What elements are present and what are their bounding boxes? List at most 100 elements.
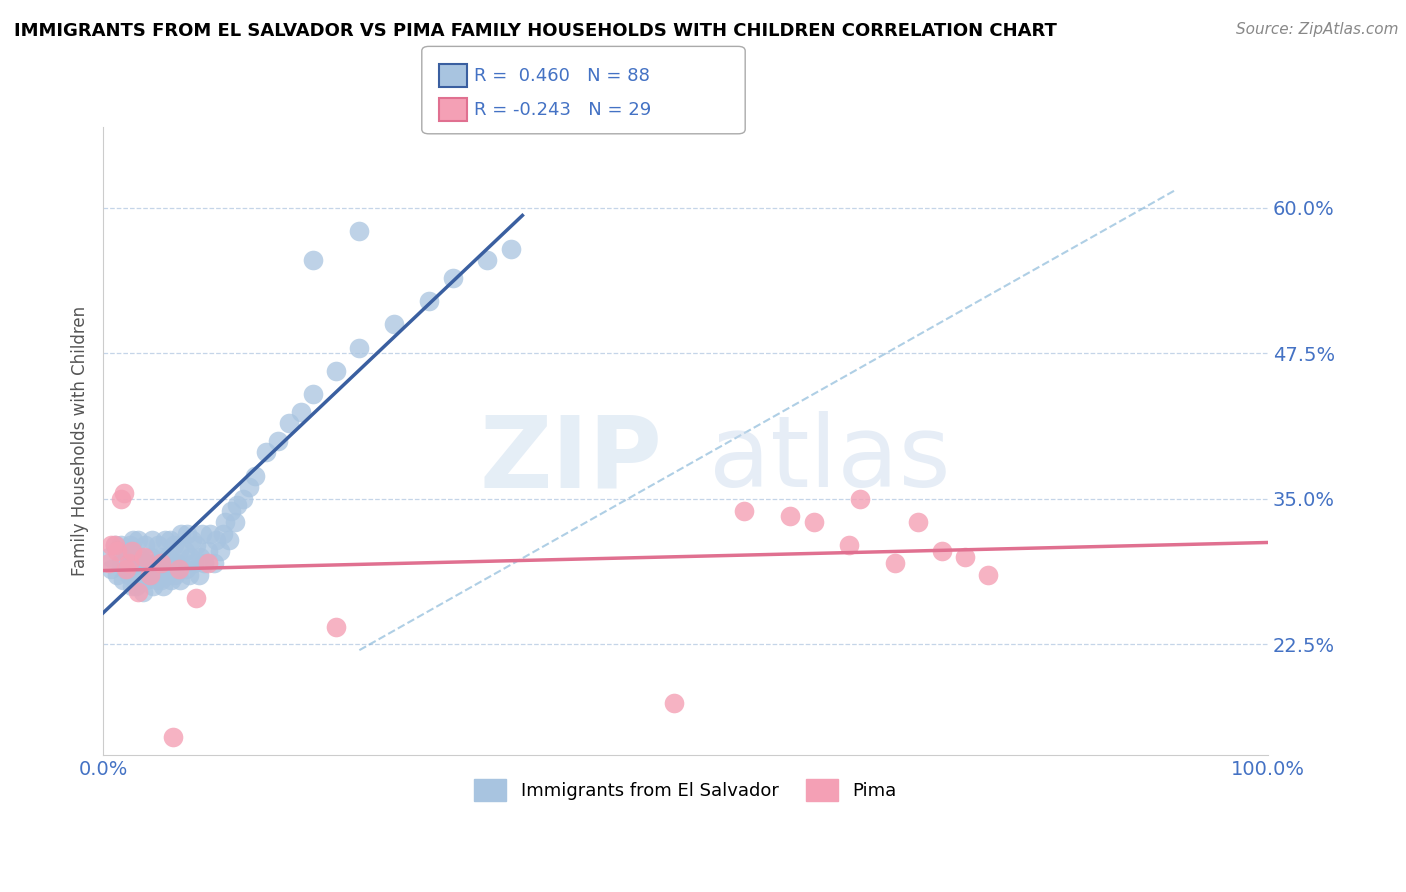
Point: [238, 480, 260, 494]
Point: [176, 526, 198, 541]
Point: [150, 556, 173, 570]
Point: [193, 556, 215, 570]
Point: [499, 242, 522, 256]
Point: [132, 550, 155, 565]
Point: [135, 574, 157, 588]
Point: [131, 567, 153, 582]
Point: [124, 562, 146, 576]
Point: [662, 696, 685, 710]
Point: [382, 318, 405, 332]
Point: [267, 434, 290, 448]
Point: [138, 567, 160, 582]
Point: [157, 550, 180, 565]
Point: [118, 567, 141, 582]
Point: [104, 538, 127, 552]
Text: R =  0.460   N = 88: R = 0.460 N = 88: [474, 67, 650, 85]
Point: [118, 538, 141, 552]
Point: [105, 544, 128, 558]
Point: [166, 556, 188, 570]
Point: [197, 556, 219, 570]
Point: [115, 562, 138, 576]
Point: [127, 556, 149, 570]
Point: [208, 544, 231, 558]
Point: [142, 579, 165, 593]
Point: [127, 533, 149, 547]
Point: [218, 533, 240, 547]
Point: [226, 498, 249, 512]
Point: [97, 556, 120, 570]
Point: [931, 544, 953, 558]
Point: [183, 556, 205, 570]
Point: [733, 503, 755, 517]
Point: [191, 526, 214, 541]
Point: [173, 544, 195, 558]
Point: [165, 567, 187, 582]
Point: [129, 550, 152, 565]
Point: [180, 533, 202, 547]
Point: [118, 556, 141, 570]
Point: [232, 491, 254, 506]
Point: [243, 468, 266, 483]
Point: [138, 567, 160, 582]
Point: [150, 574, 173, 588]
Point: [202, 556, 225, 570]
Point: [148, 562, 170, 576]
Point: [477, 253, 499, 268]
Point: [167, 562, 190, 576]
Point: [174, 562, 197, 576]
Text: ZIP: ZIP: [479, 411, 662, 508]
Point: [110, 491, 132, 506]
Point: [349, 224, 371, 238]
Point: [197, 544, 219, 558]
Point: [110, 556, 132, 570]
Point: [907, 515, 929, 529]
Point: [186, 538, 208, 552]
Point: [112, 556, 135, 570]
Point: [122, 533, 145, 547]
Point: [301, 253, 323, 268]
Point: [187, 567, 209, 582]
Point: [110, 538, 132, 552]
Point: [121, 550, 143, 565]
Point: [150, 550, 173, 565]
Point: [179, 567, 201, 582]
Point: [977, 567, 1000, 582]
Point: [325, 364, 347, 378]
Text: R = -0.243   N = 29: R = -0.243 N = 29: [474, 101, 651, 119]
Text: IMMIGRANTS FROM EL SALVADOR VS PIMA FAMILY HOUSEHOLDS WITH CHILDREN CORRELATION : IMMIGRANTS FROM EL SALVADOR VS PIMA FAMI…: [14, 22, 1057, 40]
Point: [132, 585, 155, 599]
Point: [100, 562, 122, 576]
Point: [128, 574, 150, 588]
Point: [134, 538, 156, 552]
Point: [100, 538, 122, 552]
Point: [169, 574, 191, 588]
Legend: Immigrants from El Salvador, Pima: Immigrants from El Salvador, Pima: [467, 772, 904, 809]
Point: [112, 486, 135, 500]
Point: [146, 538, 169, 552]
Point: [159, 533, 181, 547]
Point: [163, 538, 186, 552]
Point: [219, 503, 242, 517]
Point: [145, 574, 167, 588]
Point: [186, 591, 208, 605]
Point: [254, 445, 277, 459]
Point: [104, 538, 127, 552]
Point: [132, 556, 155, 570]
Point: [162, 556, 184, 570]
Point: [145, 556, 167, 570]
Point: [349, 341, 371, 355]
Point: [188, 550, 211, 565]
Point: [278, 416, 301, 430]
Point: [152, 556, 174, 570]
Point: [167, 544, 190, 558]
Point: [953, 550, 976, 565]
Point: [214, 515, 236, 529]
Point: [200, 526, 222, 541]
Point: [290, 404, 312, 418]
Point: [224, 515, 246, 529]
Point: [441, 270, 464, 285]
Text: Source: ZipAtlas.com: Source: ZipAtlas.com: [1236, 22, 1399, 37]
Point: [152, 579, 174, 593]
Point: [803, 515, 825, 529]
Y-axis label: Family Households with Children: Family Households with Children: [72, 306, 89, 575]
